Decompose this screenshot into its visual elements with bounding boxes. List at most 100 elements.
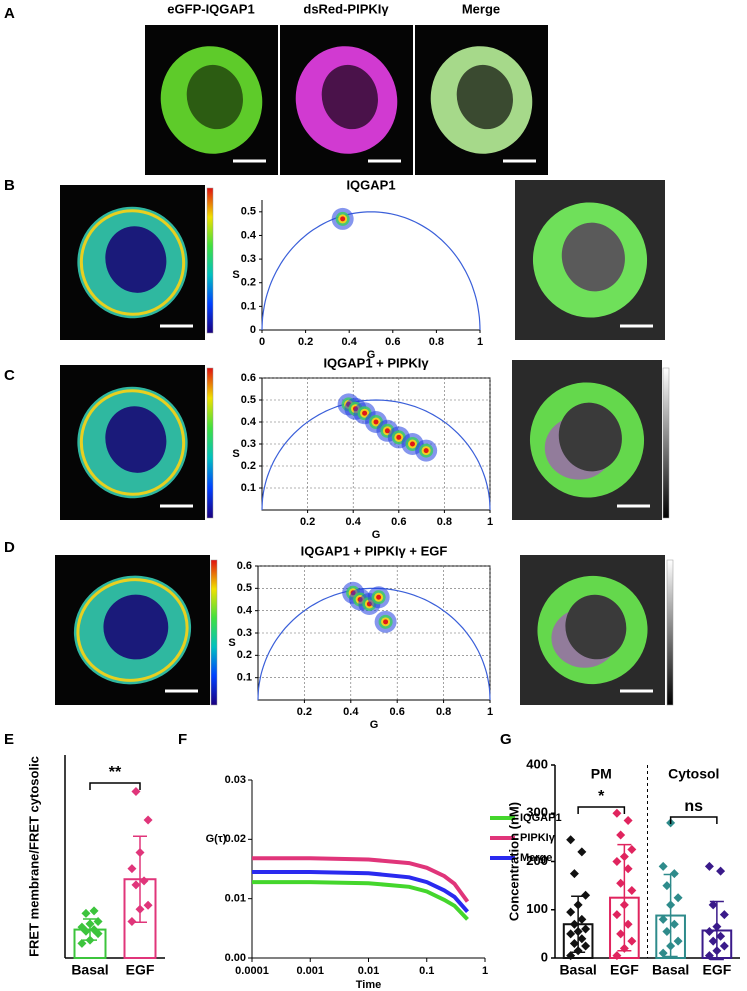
data-point <box>135 904 145 914</box>
x-axis-label: Time <box>356 979 381 991</box>
data-point <box>85 919 95 929</box>
y-tick-label: 0.3 <box>241 253 256 265</box>
data-point <box>719 910 729 920</box>
x-tick-label: Basal <box>559 962 596 978</box>
data-point <box>612 951 622 961</box>
x-tick-label: 0.0001 <box>235 965 269 977</box>
phasor-point <box>376 594 382 600</box>
panel-label: G <box>500 731 512 748</box>
data-point <box>623 864 633 874</box>
data-point <box>573 926 583 936</box>
y-tick-label: 0 <box>541 949 548 964</box>
x-tick-label: 0.2 <box>298 336 313 348</box>
data-point <box>577 847 587 857</box>
data-point <box>566 835 576 845</box>
data-point <box>93 916 103 926</box>
y-tick-label: 0.01 <box>225 893 246 905</box>
y-tick-label: 0.4 <box>241 416 257 428</box>
data-point <box>577 914 587 924</box>
data-point <box>666 941 676 951</box>
data-point <box>143 815 153 825</box>
channel-label: dsRed-PIPKIγ <box>303 1 389 16</box>
x-tick-label: 0.4 <box>342 336 358 348</box>
y-tick-label: 0.2 <box>241 277 256 289</box>
data-point <box>708 936 718 946</box>
y-axis-label: S <box>232 269 239 281</box>
x-tick-label: 1 <box>487 706 493 718</box>
data-point <box>662 926 672 936</box>
data-point <box>612 857 622 866</box>
data-point <box>566 951 576 961</box>
x-tick-label: 0.6 <box>390 706 405 718</box>
universal-circle <box>261 399 491 511</box>
data-point <box>716 866 726 876</box>
data-point <box>566 929 576 939</box>
y-tick-label: 100 <box>526 901 548 916</box>
y-tick-label: 0.5 <box>237 582 252 594</box>
y-axis-label: S <box>232 448 239 460</box>
x-tick-label: 0.6 <box>391 516 406 528</box>
nucleus <box>558 402 622 472</box>
data-point <box>704 951 714 961</box>
data-point <box>135 847 145 857</box>
data-point <box>612 910 622 920</box>
y-tick-label: 0.5 <box>241 206 256 218</box>
x-tick-label: 0.001 <box>296 965 324 977</box>
colorbar <box>662 367 670 519</box>
phasor-point <box>384 428 390 434</box>
data-point <box>658 914 668 924</box>
fit-line <box>252 880 469 921</box>
data-point <box>658 948 668 958</box>
x-tick-label: 1 <box>477 336 483 348</box>
chart-title: IQGAP1 + PIPKIγ + EGF <box>301 543 448 558</box>
y-tick-label: 0.5 <box>241 394 256 406</box>
data-point <box>581 890 591 900</box>
data-point <box>712 922 722 932</box>
y-axis-label: Concentration (nM) <box>506 802 521 921</box>
legend-label: PIPKIγ <box>520 832 556 844</box>
nucleus <box>561 222 625 292</box>
nucleus <box>103 594 169 660</box>
x-axis-label: G <box>370 719 379 731</box>
y-tick-label: 200 <box>526 853 548 868</box>
x-tick-label: 0.2 <box>297 706 312 718</box>
data-point <box>627 844 637 854</box>
colorbar <box>210 559 218 706</box>
y-tick-label: 0.6 <box>241 372 256 384</box>
phasor-point <box>383 619 389 625</box>
data-point <box>712 946 722 956</box>
nucleus <box>565 594 627 660</box>
cell-edge <box>79 209 186 316</box>
fit-line <box>252 856 470 903</box>
data-point <box>81 908 91 918</box>
data-point <box>619 900 629 910</box>
significance-bracket <box>89 782 141 790</box>
x-tick-label: 0.4 <box>346 516 362 528</box>
y-tick-label: 0.02 <box>225 833 246 845</box>
data-point <box>616 878 626 888</box>
data-point <box>143 900 153 910</box>
panel-label: F <box>178 731 187 748</box>
data-point <box>708 900 718 910</box>
x-tick-label: 0.01 <box>358 965 379 977</box>
data-point <box>627 936 637 946</box>
data-point <box>89 906 99 916</box>
data-point <box>566 907 576 917</box>
significance-bracket <box>669 816 718 824</box>
colorbar <box>206 187 214 334</box>
y-tick-label: 0.2 <box>241 460 256 472</box>
y-tick-label: 0.03 <box>225 774 246 786</box>
data-point <box>77 922 87 932</box>
data-point <box>569 919 579 929</box>
data-point <box>581 924 591 934</box>
nucleus <box>321 64 378 130</box>
x-tick-label: EGF <box>702 962 731 978</box>
y-tick-label: 0.2 <box>237 649 252 661</box>
phasor-point <box>373 419 379 425</box>
nucleus <box>105 226 167 293</box>
y-tick-label: 0.4 <box>237 605 253 617</box>
data-point <box>619 943 629 953</box>
y-tick-label: 300 <box>526 805 548 820</box>
x-axis-label: G <box>367 349 376 361</box>
significance-label: ** <box>109 764 122 781</box>
